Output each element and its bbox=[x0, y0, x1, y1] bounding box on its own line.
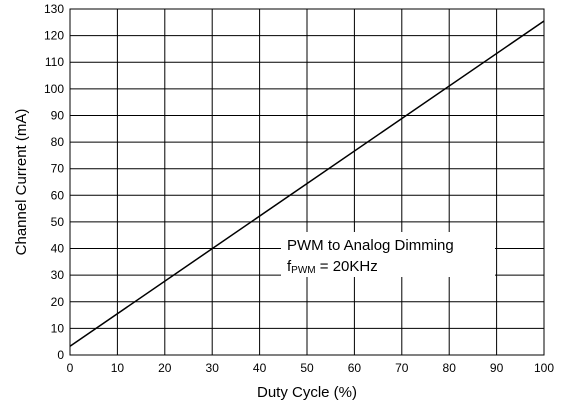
x-tick-label: 0 bbox=[67, 361, 74, 375]
plot-frame bbox=[69, 8, 545, 356]
x-tick-label: 90 bbox=[490, 361, 504, 375]
y-tick-label: 130 bbox=[44, 2, 64, 16]
grid bbox=[69, 8, 545, 356]
x-tick-label: 100 bbox=[534, 361, 554, 375]
series-line bbox=[69, 20, 545, 347]
annotation-frequency-subscript: PWM bbox=[291, 265, 315, 276]
x-tick-label: 60 bbox=[348, 361, 362, 375]
y-tick-label: 70 bbox=[51, 162, 65, 176]
tick-labels: 0 10 20 30 40 50 60 70 80 90 100 0 10 20 30 40 50 60 70 80 9… bbox=[44, 2, 554, 375]
x-tick-label: 20 bbox=[158, 361, 172, 375]
y-tick-label: 20 bbox=[51, 295, 65, 309]
x-tick-label: 10 bbox=[111, 361, 125, 375]
y-tick-label: 50 bbox=[51, 215, 65, 229]
y-tick-label: 30 bbox=[51, 268, 65, 282]
y-tick-label: 110 bbox=[45, 55, 64, 69]
series-group bbox=[69, 20, 545, 347]
x-tick-label: 50 bbox=[300, 361, 314, 375]
annotation-line-1: PWM to Analog Dimming bbox=[287, 237, 454, 254]
y-tick-label: 60 bbox=[51, 188, 65, 202]
y-tick-label: 90 bbox=[51, 108, 65, 122]
annotation-background bbox=[281, 232, 495, 277]
x-tick-label: 70 bbox=[395, 361, 409, 375]
x-tick-label: 30 bbox=[206, 361, 220, 375]
x-axis-title: Duty Cycle (%) bbox=[257, 384, 357, 401]
y-tick-label: 80 bbox=[51, 135, 65, 149]
annotation-frequency-value: = 20KHz bbox=[316, 258, 378, 275]
x-tick-label: 40 bbox=[253, 361, 267, 375]
y-tick-label: 0 bbox=[57, 348, 64, 362]
y-tick-label: 120 bbox=[44, 29, 64, 43]
x-tick-label: 80 bbox=[443, 361, 457, 375]
annotation-frequency-symbol: f bbox=[287, 258, 292, 275]
y-axis-title: Channel Current (mA) bbox=[13, 109, 30, 256]
annotation-line-2: fPWM = 20KHz bbox=[287, 258, 378, 276]
y-tick-label: 100 bbox=[44, 82, 64, 96]
y-tick-label: 40 bbox=[51, 242, 65, 256]
y-tick-label: 10 bbox=[51, 321, 65, 335]
